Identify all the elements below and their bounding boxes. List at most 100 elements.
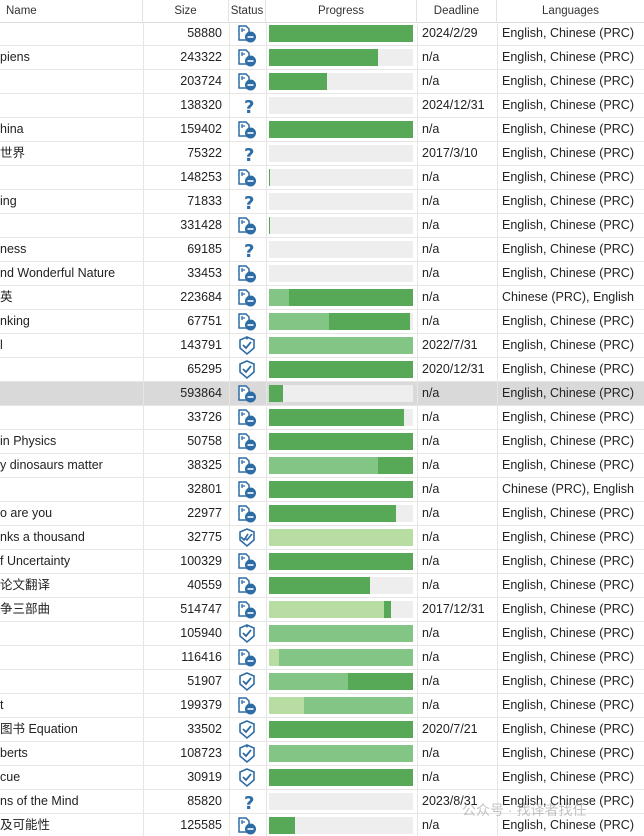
table-row[interactable]: 148253 n/a English, Chinese (PRC) (0, 166, 644, 190)
row-size: 223684 (180, 290, 222, 304)
row-progress (266, 670, 417, 693)
table-row[interactable]: nking 67751 n/a English, Chinese (PRC) (0, 310, 644, 334)
header-progress[interactable]: Progress (266, 0, 417, 22)
row-deadline: 2017/3/10 (422, 146, 478, 160)
table-row[interactable]: 英 223684 n/a Chinese (PRC), English (0, 286, 644, 310)
table-row[interactable]: 32801 n/a Chinese (PRC), English (0, 478, 644, 502)
table-row[interactable]: 116416 n/a English, Chinese (PRC) (0, 646, 644, 670)
progress-fill (269, 169, 270, 186)
table-row[interactable]: berts 108723 n/a English, Chinese (PRC) (0, 742, 644, 766)
header-deadline[interactable]: Deadline (417, 0, 497, 22)
row-size: 38325 (187, 458, 222, 472)
row-name (0, 214, 143, 237)
table-row[interactable]: cue 30919 n/a English, Chinese (PRC) (0, 766, 644, 790)
row-size: 51907 (187, 674, 222, 688)
row-progress (266, 814, 417, 836)
table-row[interactable]: 图书 Equation 33502 2020/7/21 English, Chines… (0, 718, 644, 742)
check-icon (236, 720, 258, 740)
row-deadline: n/a (422, 650, 440, 664)
table-row[interactable]: l 143791 2022/7/31 English, Chinese (PRC) (0, 334, 644, 358)
table-row[interactable]: hina 159402 n/a English, Chinese (PRC) (0, 118, 644, 142)
row-languages: English, Chinese (PRC) (502, 386, 634, 400)
table-row[interactable]: ness 69185? n/a English, Chinese (PRC) (0, 238, 644, 262)
row-size: 33453 (187, 266, 222, 280)
double-check-icon (236, 528, 258, 548)
doc-icon (236, 216, 258, 236)
table-row[interactable]: 138320? 2024/12/31 English, Chinese (PRC) (0, 94, 644, 118)
row-deadline: n/a (422, 266, 440, 280)
check-down-icon (236, 336, 258, 356)
header-name[interactable]: Name (0, 0, 143, 22)
header-status[interactable]: Status (229, 0, 266, 22)
header-size[interactable]: Size (143, 0, 229, 22)
table-row[interactable]: f Uncertainty 100329 n/a English, Chinese (… (0, 550, 644, 574)
row-name: piens (0, 50, 30, 64)
progress-fill (269, 481, 413, 498)
row-size: 32775 (187, 530, 222, 544)
row-progress (266, 478, 417, 501)
header-languages[interactable]: Languages (542, 5, 599, 17)
table-row[interactable]: ing 71833? n/a English, Chinese (PRC) (0, 190, 644, 214)
svg-text:?: ? (244, 97, 254, 116)
table-row[interactable]: y dinosaurs matter 38325 n/a English, Chine… (0, 454, 644, 478)
progress-bar (269, 697, 413, 714)
table-row[interactable]: piens 243322 n/a English, Chinese (PRC) (0, 46, 644, 70)
table-row[interactable]: o are you 22977 n/a English, Chinese (PRC) (0, 502, 644, 526)
row-progress (266, 142, 417, 165)
table-row[interactable]: 33726 n/a English, Chinese (PRC) (0, 406, 644, 430)
table-row[interactable]: 论文翻译 40559 n/a English, Chinese (PRC) (0, 574, 644, 598)
row-deadline: n/a (422, 290, 440, 304)
table-row[interactable]: t 199379 n/a English, Chinese (PRC) (0, 694, 644, 718)
table-row[interactable]: nd Wonderful Nature 33453 n/a English, Chin… (0, 262, 644, 286)
table-row[interactable]: 65295 2020/12/31 English, Chinese (PRC) (0, 358, 644, 382)
progress-fill (384, 601, 391, 618)
table-row[interactable]: 及可能性 125585 n/a English, Chinese (PRC) (0, 814, 644, 836)
progress-fill (269, 673, 348, 690)
row-size: 33502 (187, 722, 222, 736)
table-row[interactable]: nks a thousand 32775 n/a English, Chinese (… (0, 526, 644, 550)
table-row[interactable]: 105940 n/a English, Chinese (PRC) (0, 622, 644, 646)
row-status (229, 358, 266, 381)
row-status (229, 166, 266, 189)
table-row[interactable]: 593864 n/a English, Chinese (PRC) (0, 382, 644, 406)
row-status (229, 214, 266, 237)
table-row[interactable]: 203724 n/a English, Chinese (PRC) (0, 70, 644, 94)
row-languages: English, Chinese (PRC) (502, 98, 634, 112)
table-row[interactable]: 争三部曲 514747 2017/12/31 English, Chinese (PR… (0, 598, 644, 622)
row-languages: English, Chinese (PRC) (502, 602, 634, 616)
row-size: 33726 (187, 410, 222, 424)
table-row[interactable]: in Physics 50758 n/a English, Chinese (PRC) (0, 430, 644, 454)
row-deadline: n/a (422, 554, 440, 568)
progress-bar (269, 817, 413, 834)
row-size: 143791 (180, 338, 222, 352)
row-name: 图书 Equation (0, 722, 78, 736)
row-progress (266, 382, 417, 405)
row-deadline: n/a (422, 242, 440, 256)
table-row[interactable]: 51907 n/a English, Chinese (PRC) (0, 670, 644, 694)
row-deadline: n/a (422, 506, 440, 520)
row-progress (266, 406, 417, 429)
row-size: 75322 (187, 146, 222, 160)
row-progress (266, 22, 417, 45)
progress-bar (269, 409, 413, 426)
row-name: ness (0, 242, 27, 256)
row-name: 英 (0, 290, 13, 304)
row-size: 108723 (180, 746, 222, 760)
row-status (229, 118, 266, 141)
table-row[interactable]: 331428 n/a English, Chinese (PRC) (0, 214, 644, 238)
table-row[interactable]: 世界 75322? 2017/3/10 English, Chinese (PRC) (0, 142, 644, 166)
table-row[interactable]: 58880 2024/2/29 English, Chinese (PRC) (0, 22, 644, 46)
doc-icon (236, 648, 258, 668)
column-divider (497, 22, 498, 836)
table-row[interactable]: ns of the Mind 85820? 2023/8/31 English, Ch… (0, 790, 644, 814)
row-progress (266, 334, 417, 357)
row-deadline: n/a (422, 626, 440, 640)
row-size: 40559 (187, 578, 222, 592)
row-name: 世界 (0, 146, 26, 160)
row-progress (266, 742, 417, 765)
row-status (229, 22, 266, 45)
progress-fill (269, 73, 327, 90)
column-divider (417, 22, 418, 836)
row-status (229, 430, 266, 453)
row-languages: English, Chinese (PRC) (502, 194, 634, 208)
